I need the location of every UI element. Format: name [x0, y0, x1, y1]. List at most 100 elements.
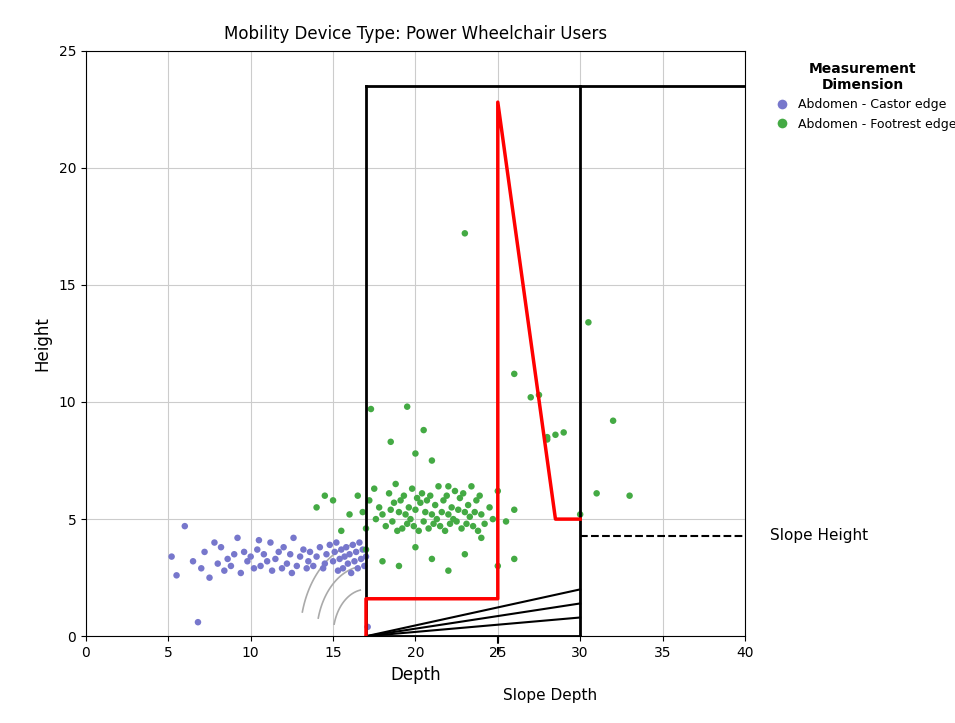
Point	[303, 546, 318, 557]
Point	[185, 555, 201, 567]
Point	[312, 542, 328, 553]
Point	[408, 448, 423, 459]
Point	[449, 515, 464, 527]
Point	[387, 497, 402, 508]
Point	[197, 546, 212, 557]
Point	[344, 568, 359, 579]
Point	[506, 553, 521, 565]
Point	[383, 436, 398, 448]
Point	[207, 536, 223, 548]
Point	[465, 521, 480, 532]
Point	[267, 553, 283, 565]
Point	[413, 497, 428, 508]
Point	[378, 521, 393, 532]
Point	[416, 515, 432, 527]
Point	[442, 518, 457, 529]
Point	[358, 551, 373, 562]
Point	[319, 549, 334, 560]
Point	[398, 509, 414, 521]
Point	[363, 403, 378, 415]
Point	[220, 553, 235, 565]
Point	[408, 542, 423, 553]
Point	[178, 521, 193, 532]
Point	[371, 502, 387, 513]
Point	[396, 490, 412, 502]
Point	[393, 495, 408, 506]
Point	[190, 617, 205, 628]
Point	[350, 490, 366, 502]
Point	[340, 558, 355, 570]
Point	[276, 542, 291, 553]
Point	[424, 455, 439, 466]
Point	[441, 509, 456, 521]
Point	[385, 515, 400, 527]
Point	[253, 560, 268, 572]
Point	[431, 481, 446, 492]
Point	[233, 568, 248, 579]
Point	[388, 478, 403, 489]
Point	[411, 525, 426, 536]
Point	[451, 504, 466, 515]
Point	[399, 518, 414, 529]
Point	[548, 429, 563, 440]
Point	[342, 549, 357, 560]
Point	[285, 568, 300, 579]
Point	[523, 392, 539, 403]
Point	[414, 487, 430, 499]
Point	[490, 560, 505, 572]
Point	[540, 432, 555, 443]
Point	[457, 228, 473, 239]
Point	[274, 562, 289, 574]
Point	[406, 521, 421, 532]
Point	[369, 513, 384, 525]
Point	[355, 544, 371, 555]
Point	[435, 495, 451, 506]
Point	[317, 490, 332, 502]
Point	[439, 490, 455, 502]
Point	[335, 562, 350, 574]
Point	[350, 562, 366, 574]
Point	[426, 518, 441, 529]
Point	[357, 560, 372, 572]
Point	[194, 562, 209, 574]
Point	[464, 481, 479, 492]
Point	[482, 502, 498, 513]
Point	[467, 506, 482, 518]
Point	[447, 485, 462, 497]
Point	[424, 509, 439, 521]
Point	[337, 551, 352, 562]
Point	[358, 523, 373, 534]
Point	[332, 553, 348, 565]
Point	[243, 551, 258, 562]
Point	[381, 487, 396, 499]
Point	[417, 506, 433, 518]
Point	[237, 546, 252, 557]
Point	[444, 502, 459, 513]
Point	[433, 521, 448, 532]
Text: Slope Height: Slope Height	[770, 528, 868, 543]
Point	[429, 513, 444, 525]
Point	[453, 492, 468, 504]
Point	[301, 555, 316, 567]
Point	[581, 317, 596, 328]
Point	[223, 560, 239, 572]
Point	[286, 532, 301, 544]
Point	[421, 523, 436, 534]
Point	[230, 532, 245, 544]
Point	[392, 506, 407, 518]
Point	[490, 485, 505, 497]
Point	[441, 481, 456, 492]
Point	[326, 555, 341, 567]
Point	[289, 560, 305, 572]
Point	[306, 560, 321, 572]
Point	[309, 551, 325, 562]
Point	[474, 532, 489, 544]
Point	[424, 553, 439, 565]
Point	[317, 558, 332, 570]
Point	[360, 621, 375, 633]
Point	[374, 509, 390, 521]
Point	[279, 558, 294, 570]
Point	[506, 504, 521, 515]
Point	[353, 553, 369, 565]
Point	[474, 509, 489, 521]
